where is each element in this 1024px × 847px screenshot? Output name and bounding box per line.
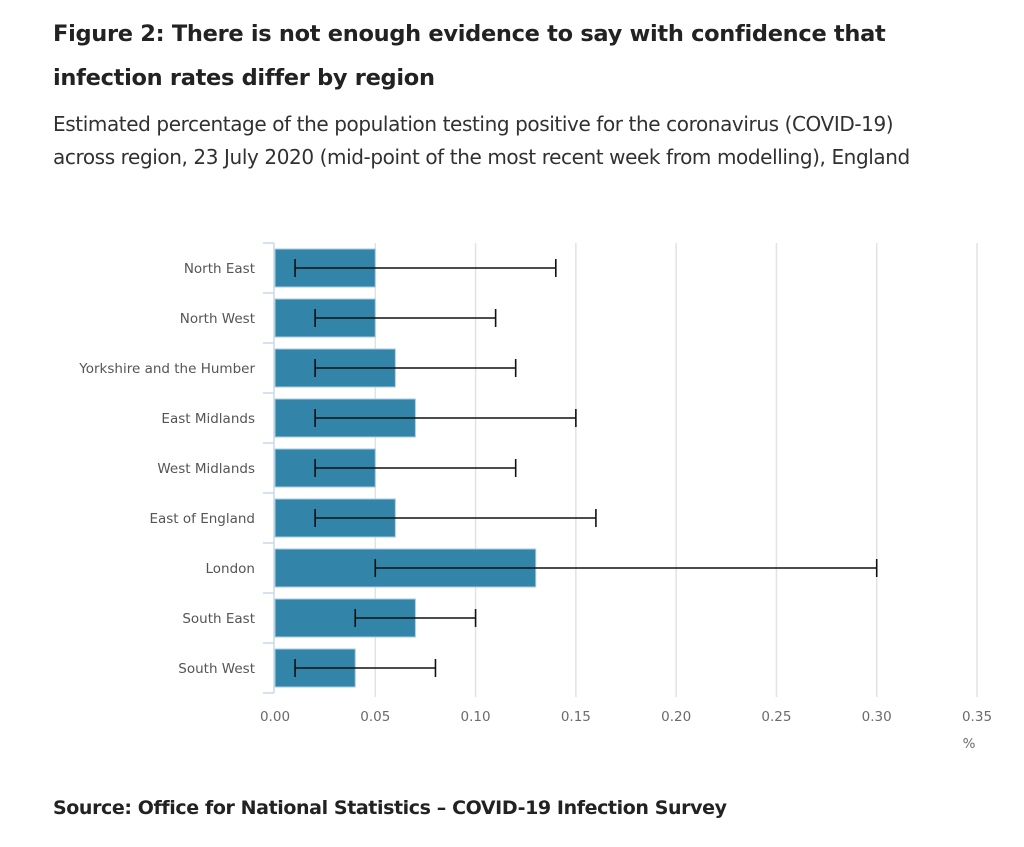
chart-title: Figure 2: There is not enough evidence t… [53, 21, 886, 91]
chart-subtitle: Estimated percentage of the population t… [53, 112, 910, 169]
category-label: South West [178, 661, 255, 677]
category-labels: North East North West Yorkshire and the Hu… [78, 261, 255, 677]
x-axis-tick-labels: 0.00 0.05 0.10 0.15 0.20 0.25 0.30 0.35 [260, 709, 992, 725]
category-label: North East [184, 261, 255, 277]
x-axis-label: % [963, 736, 976, 752]
source-note: Source: Office for National Statistics –… [53, 797, 727, 819]
x-tick-label: 0.30 [862, 709, 892, 725]
x-tick-label: 0.25 [761, 709, 791, 725]
category-label: East Midlands [161, 411, 255, 427]
category-label: East of England [149, 511, 255, 527]
x-tick-label: 0.35 [962, 709, 992, 725]
x-tick-label: 0.20 [661, 709, 691, 725]
category-label: Yorkshire and the Humber [78, 361, 255, 377]
category-label: London [206, 561, 256, 577]
category-label: South East [182, 611, 255, 627]
x-tick-label: 0.10 [461, 709, 491, 725]
x-tick-label: 0.15 [561, 709, 591, 725]
x-tick-label: 0.00 [260, 709, 290, 725]
error-bars [294, 259, 878, 677]
category-label: North West [180, 311, 255, 327]
gridlines [374, 243, 978, 697]
category-label: West Midlands [157, 461, 255, 477]
x-tick-label: 0.05 [360, 709, 390, 725]
y-axis [263, 242, 275, 694]
